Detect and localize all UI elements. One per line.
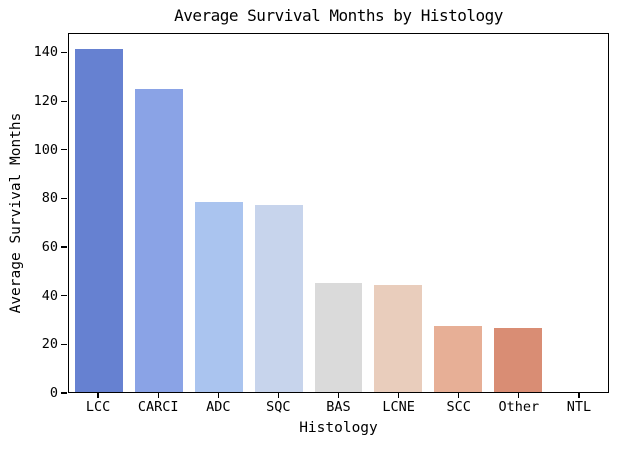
y-tick-label: 60 — [41, 239, 58, 256]
bar-slot-other — [488, 34, 548, 392]
y-tick-mark — [61, 197, 67, 199]
bar-slot-lcc — [69, 34, 129, 392]
y-tick-label: 20 — [41, 336, 58, 353]
bar-sqc — [254, 204, 303, 392]
x-tick-label-scc: SCC — [446, 399, 471, 415]
y-tick-label: 40 — [41, 287, 58, 304]
x-tick-label-adc: ADC — [206, 399, 231, 415]
y-tick-mark — [61, 295, 67, 297]
bar-slot-lcne — [368, 34, 428, 392]
bar-carci — [134, 89, 183, 392]
x-tick-mark — [337, 393, 340, 398]
x-tick-label-carci: CARCI — [137, 399, 179, 415]
bar-scc — [434, 325, 483, 392]
bar-slot-carci — [129, 34, 189, 392]
plot-area — [68, 33, 609, 393]
y-tick-label: 80 — [41, 190, 58, 207]
x-tick-mark — [277, 393, 279, 398]
x-axis-label: Histology — [299, 420, 378, 436]
bar-other — [494, 328, 543, 392]
x-tick-mark — [97, 393, 99, 398]
y-tick-label: 0 — [49, 385, 58, 401]
x-tick-label-lcc: LCC — [85, 399, 111, 415]
y-tick-mark — [61, 100, 67, 102]
y-tick-mark — [61, 343, 67, 345]
x-tick-label-sqc: SQC — [266, 399, 291, 415]
x-tick-label-lcne: LCNE — [382, 399, 415, 415]
bar-slot-scc — [428, 34, 488, 392]
bar-adc — [194, 202, 243, 392]
bar-slot-ntl — [548, 34, 608, 392]
y-tick-mark — [61, 51, 67, 54]
x-tick-label-ntl: NTL — [566, 399, 592, 415]
bars-container — [69, 34, 608, 392]
bar-slot-adc — [189, 34, 249, 392]
bar-slot-sqc — [249, 34, 309, 392]
y-tick-label: 100 — [33, 141, 58, 158]
bar-slot-bas — [309, 34, 369, 392]
x-tick-mark — [458, 393, 460, 398]
bar-lcne — [374, 284, 423, 392]
y-tick-mark — [61, 246, 67, 248]
x-tick-mark — [518, 393, 520, 398]
x-tick-mark — [157, 393, 159, 398]
bar-bas — [314, 282, 363, 392]
x-tick-mark — [217, 393, 219, 398]
x-tick-mark — [578, 393, 580, 398]
x-tick-mark — [398, 393, 400, 398]
x-tick-label-other: Other — [498, 399, 540, 415]
y-tick-label: 140 — [33, 44, 58, 61]
y-tick-label: 120 — [33, 93, 58, 110]
y-tick-mark — [61, 149, 67, 151]
x-tick-label-bas: BAS — [326, 399, 351, 415]
bar-lcc — [74, 49, 123, 392]
chart-title: Average Survival Months by Histology — [174, 6, 503, 25]
y-tick-mark — [61, 392, 67, 394]
